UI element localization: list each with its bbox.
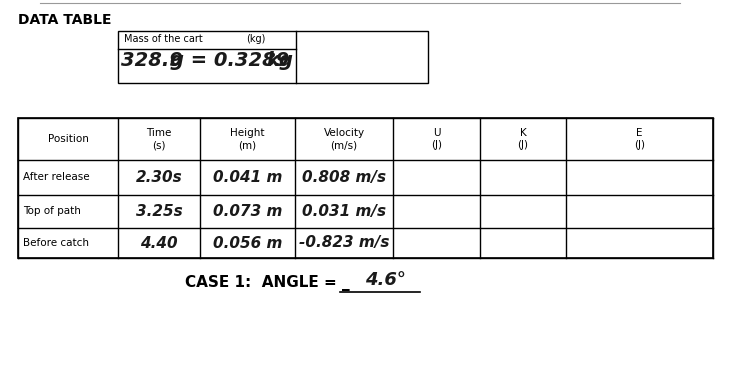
Text: After release: After release	[23, 173, 90, 182]
Text: (s): (s)	[152, 140, 166, 150]
Text: g = 0.3289: g = 0.3289	[170, 51, 289, 70]
Text: 2.30s: 2.30s	[136, 170, 182, 185]
Text: -0.823 m/s: -0.823 m/s	[299, 236, 389, 251]
Text: Velocity: Velocity	[323, 128, 365, 138]
Text: DATA TABLE: DATA TABLE	[18, 13, 112, 27]
Text: 0.041 m: 0.041 m	[213, 170, 282, 185]
Text: 328.9: 328.9	[121, 51, 183, 70]
Text: E: E	[636, 128, 643, 138]
Text: (m/s): (m/s)	[330, 140, 357, 150]
Bar	[18, 118, 713, 258]
Text: 0.808 m/s: 0.808 m/s	[302, 170, 386, 185]
Text: 0.056 m: 0.056 m	[213, 236, 282, 251]
Text: Position: Position	[48, 134, 88, 144]
Text: 0.031 m/s: 0.031 m/s	[302, 204, 386, 219]
Text: Top of path: Top of path	[23, 206, 81, 217]
Text: 4.40: 4.40	[140, 236, 178, 251]
Text: 0.073 m: 0.073 m	[213, 204, 282, 219]
Text: CASE 1:  ANGLE = _: CASE 1: ANGLE = _	[185, 275, 349, 291]
Text: Time: Time	[146, 128, 172, 138]
Text: Before catch: Before catch	[23, 238, 89, 248]
Text: 3.25s: 3.25s	[136, 204, 182, 219]
Text: (kg): (kg)	[246, 34, 265, 44]
Text: 4.6°: 4.6°	[365, 271, 406, 289]
Text: (J): (J)	[634, 140, 645, 150]
Text: (J): (J)	[518, 140, 529, 150]
Text: Height: Height	[230, 128, 265, 138]
Text: K: K	[520, 128, 526, 138]
Text: Mass of the cart: Mass of the cart	[124, 34, 202, 44]
Text: (m): (m)	[238, 140, 257, 150]
Text: kg: kg	[266, 51, 293, 70]
Text: (J): (J)	[431, 140, 442, 150]
Bar	[118, 31, 428, 83]
Text: U: U	[433, 128, 440, 138]
